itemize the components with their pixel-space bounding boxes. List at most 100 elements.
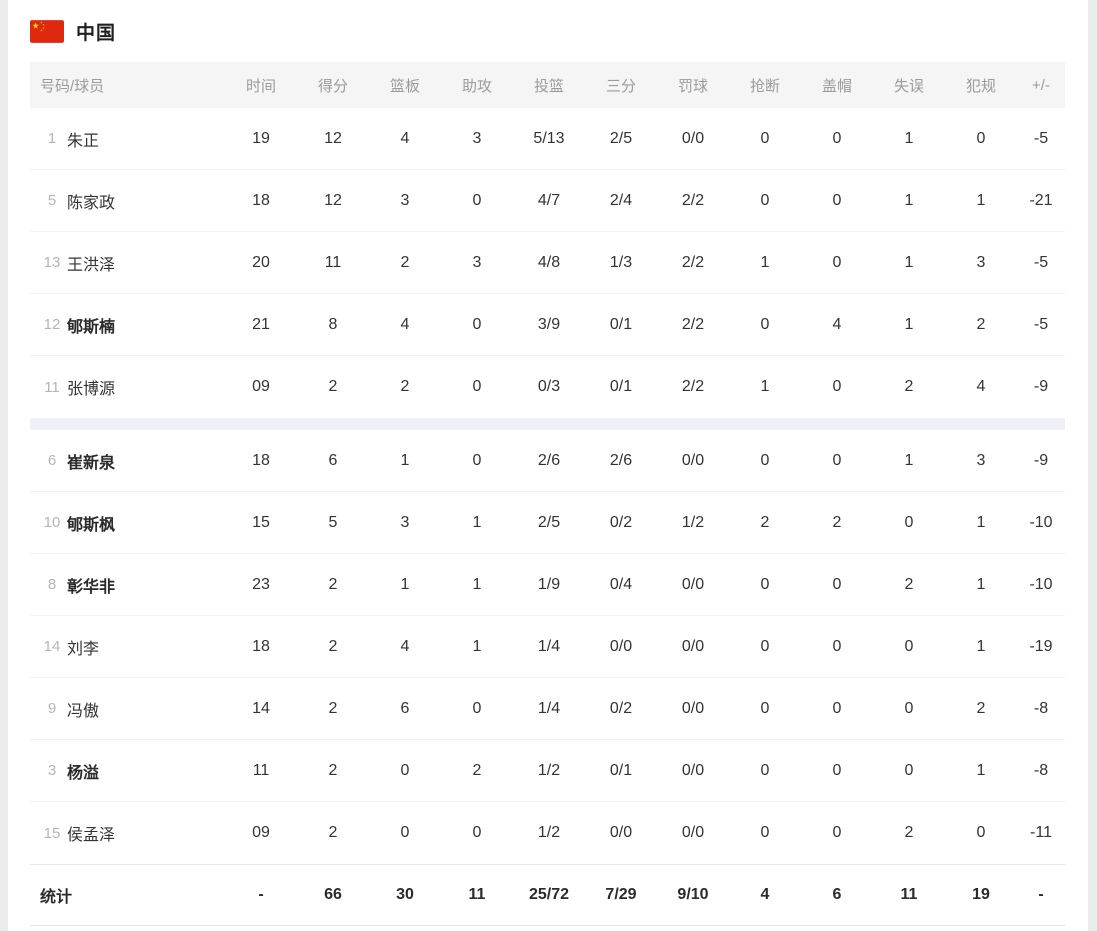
- team-header: 中国: [0, 0, 1097, 62]
- stat-cell: -8: [1033, 699, 1049, 717]
- stat-cell: 2/5: [609, 129, 633, 147]
- player-row[interactable]: 8 彰华非 23 2 1 1 1/9 0/4 0/0 0 0 2 1 -10: [30, 554, 1065, 616]
- player-cell: 11 张博源: [30, 375, 225, 399]
- player-row[interactable]: 3 杨溢 11 2 0 2 1/2 0/1 0/0 0 0 0 1 -8: [30, 740, 1065, 802]
- stat-cell: 2: [400, 378, 410, 395]
- stat-cell: 21: [252, 315, 270, 333]
- team-name: 中国: [76, 22, 117, 44]
- player-row[interactable]: 6 崔新泉 18 6 1 0 2/6 2/6 0/0 0 0 1 3 -9: [30, 430, 1065, 492]
- player-number: 12: [43, 316, 61, 333]
- stat-cell: 0: [760, 575, 770, 593]
- stat-cell: 0: [760, 129, 770, 147]
- stat-cell: 0: [904, 761, 914, 779]
- stat-cell: 4: [400, 129, 410, 147]
- stat-cell: 0: [472, 699, 482, 717]
- stat-cell: 1: [976, 637, 986, 655]
- player-name[interactable]: 冯傲: [67, 702, 100, 720]
- stat-cell: 12: [324, 191, 342, 209]
- player-row[interactable]: 9 冯傲 14 2 6 0 1/4 0/2 0/0 0 0 0 2 -8: [30, 678, 1065, 740]
- stat-cell: 18: [252, 191, 270, 209]
- stat-cell: 0: [904, 699, 914, 717]
- stat-cell: 2: [976, 699, 986, 717]
- player-name[interactable]: 郇斯枫: [67, 516, 116, 534]
- player-name[interactable]: 张博源: [67, 381, 116, 398]
- stat-cell: 11: [252, 761, 270, 779]
- stat-cell: 2: [328, 637, 338, 655]
- stat-cell: 20: [252, 253, 270, 271]
- stat-cell: 4/7: [537, 191, 561, 209]
- player-stats-table: 号码/球员 时间 得分 篮板 助攻 投篮 三分 罚球 抢断 盖帽 失误 犯规 +…: [30, 62, 1065, 926]
- stat-cell: 0: [976, 824, 986, 841]
- stat-cell: 2: [328, 699, 338, 717]
- stat-cell: 4: [832, 315, 842, 333]
- player-row[interactable]: 14 刘李 18 2 4 1 1/4 0/0 0/0 0 0 0 1 -19: [30, 616, 1065, 678]
- player-number: 13: [43, 254, 61, 271]
- column-header: 时间: [245, 77, 276, 95]
- stat-cell: 2/2: [681, 315, 705, 333]
- player-row[interactable]: 10 郇斯枫 15 5 3 1 2/5 0/2 1/2 2 2 0 1 -10: [30, 492, 1065, 554]
- stat-cell: 0: [832, 575, 842, 593]
- player-cell: 14 刘李: [30, 635, 225, 659]
- player-name[interactable]: 郇斯楠: [67, 318, 116, 336]
- starters-bench-divider: [30, 418, 1065, 430]
- stat-cell: 09: [252, 378, 270, 395]
- totals-stat-cell: 7/29: [605, 886, 637, 903]
- stat-cell: 1: [976, 513, 986, 531]
- stat-cell: 0: [832, 761, 842, 779]
- player-name[interactable]: 朱正: [67, 132, 100, 150]
- column-header: 盖帽: [821, 77, 852, 95]
- player-name[interactable]: 陈家政: [67, 194, 116, 212]
- stat-cell: 0: [472, 824, 482, 841]
- stat-cell: 0: [760, 637, 770, 655]
- stat-cell: 3: [472, 253, 482, 271]
- player-name[interactable]: 刘李: [67, 640, 100, 658]
- stat-cell: 6: [328, 451, 338, 469]
- stat-cell: 1: [904, 191, 914, 209]
- stat-cell: 0: [760, 824, 770, 841]
- stat-cell: 2/2: [681, 191, 705, 209]
- player-cell: 5 陈家政: [30, 189, 225, 213]
- stat-cell: 0: [472, 191, 482, 209]
- starters-rows: 1 朱正 19 12 4 3 5/13 2/5 0/0 0 0 1 0 -5 5 陈家政 18 12 3 0 4/7 2/…: [30, 108, 1065, 418]
- stat-cell: 2/2: [681, 378, 705, 395]
- player-name[interactable]: 王洪泽: [67, 256, 116, 274]
- bench-rows: 6 崔新泉 18 6 1 0 2/6 2/6 0/0 0 0 1 3 -9 10 郇斯枫 15 5 3 1 2/5 0/2…: [30, 430, 1065, 864]
- stat-cell: 3/9: [537, 315, 561, 333]
- player-name[interactable]: 杨溢: [67, 764, 100, 782]
- player-name[interactable]: 崔新泉: [67, 454, 116, 472]
- totals-stat-cell: -: [1038, 886, 1044, 903]
- player-number: 10: [43, 514, 61, 531]
- stat-cell: 0/2: [609, 699, 633, 717]
- stat-cell: 1: [472, 637, 482, 655]
- player-number: 5: [47, 192, 57, 209]
- totals-stat-cell: 19: [972, 886, 990, 903]
- stat-cell: 0: [832, 378, 842, 395]
- stat-cell: 2/5: [537, 513, 561, 531]
- stat-cell: 0/1: [609, 315, 633, 333]
- stat-cell: 2: [328, 824, 338, 841]
- player-row[interactable]: 11 张博源 09 2 2 0 0/3 0/1 2/2 1 0 2 4 -9: [30, 356, 1065, 418]
- player-name[interactable]: 侯孟泽: [67, 827, 116, 844]
- stat-cell: 1: [472, 575, 482, 593]
- stat-cell: 0/0: [681, 575, 705, 593]
- totals-stat-cell: 66: [324, 886, 342, 903]
- totals-stat-cell: 4: [760, 886, 770, 903]
- column-header: 篮板: [389, 77, 420, 95]
- stat-cell: 4/8: [537, 253, 561, 271]
- player-row[interactable]: 12 郇斯楠 21 8 4 0 3/9 0/1 2/2 0 4 1 2 -5: [30, 294, 1065, 356]
- stat-cell: 2: [328, 761, 338, 779]
- stat-cell: 0: [904, 637, 914, 655]
- stat-cell: 2: [832, 513, 842, 531]
- player-row[interactable]: 5 陈家政 18 12 3 0 4/7 2/4 2/2 0 0 1 1 -21: [30, 170, 1065, 232]
- player-row[interactable]: 15 侯孟泽 09 2 0 0 1/2 0/0 0/0 0 0 2 0 -11: [30, 802, 1065, 864]
- stat-cell: 1: [904, 129, 914, 147]
- stat-cell: 0/3: [537, 378, 561, 395]
- stat-cell: 1/4: [537, 637, 561, 655]
- stat-cell: 2: [328, 575, 338, 593]
- column-header: 失误: [893, 77, 924, 95]
- stat-cell: 1: [976, 575, 986, 593]
- player-row[interactable]: 13 王洪泽 20 11 2 3 4/8 1/3 2/2 1 0 1 3 -5: [30, 232, 1065, 294]
- player-row[interactable]: 1 朱正 19 12 4 3 5/13 2/5 0/0 0 0 1 0 -5: [30, 108, 1065, 170]
- player-name[interactable]: 彰华非: [67, 578, 116, 596]
- stat-cell: -19: [1029, 637, 1053, 655]
